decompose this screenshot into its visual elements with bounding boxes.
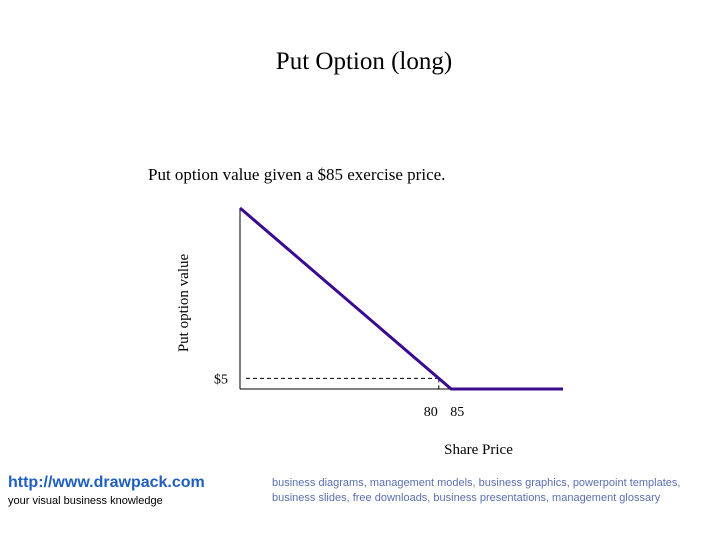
footer-url-link[interactable]: http://www.drawpack.com (8, 474, 205, 491)
x-axis-label: Share Price (444, 442, 513, 458)
chart-subtitle: Put option value given a $85 exercise pr… (148, 165, 446, 184)
chart-title: Put Option (long) (275, 48, 453, 75)
footer-tagline: your visual business knowledge (8, 495, 163, 507)
footer-keywords: business diagrams, management models, bu… (272, 477, 681, 504)
x-tick-label: 85 (450, 405, 464, 420)
series-line-0 (239, 206, 563, 391)
footer-brand: http://www.drawpack.com your visual busi… (8, 474, 205, 507)
x-tick-label: 80 (424, 405, 438, 420)
y-tick-label: $5 (214, 372, 228, 387)
y-axis-label: Put option value (176, 253, 192, 352)
